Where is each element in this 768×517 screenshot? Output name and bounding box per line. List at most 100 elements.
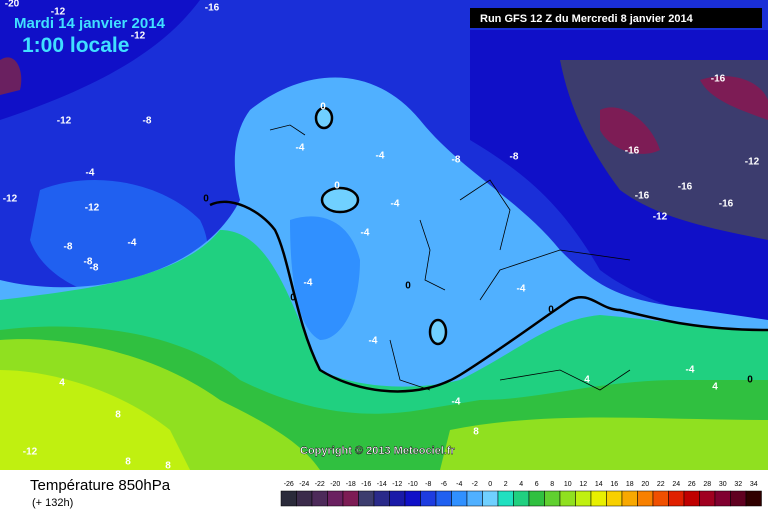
map: -20 -16 -12 -12 -12 -8 -12 -4 -12 -8 -4 … [0, 0, 768, 472]
legend-swatch [497, 490, 514, 507]
legend-swatch [745, 490, 762, 507]
legend-swatch [513, 490, 530, 507]
contour-label: 0 [548, 305, 554, 316]
legend-swatch [652, 490, 669, 507]
legend-swatch [637, 490, 654, 507]
legend-label: -18 [346, 481, 356, 488]
contour-label: -4 [452, 397, 461, 408]
contour-label: -4 [376, 151, 385, 162]
legend-swatch [683, 490, 700, 507]
contour-label: -16 [635, 191, 650, 202]
legend-label: 28 [703, 481, 711, 488]
legend-swatch [327, 490, 344, 507]
contour-label: -4 [686, 365, 695, 376]
legend-label: -2 [472, 481, 478, 488]
legend-label: 12 [579, 481, 587, 488]
legend-label: 32 [734, 481, 742, 488]
very-cold-zone [560, 60, 768, 240]
legend-swatch [668, 490, 685, 507]
legend-label: -12 [392, 481, 402, 488]
very-cold-zone [600, 107, 660, 154]
contour-label: -12 [653, 212, 668, 223]
legend-label: 24 [672, 481, 680, 488]
contour-label: 0 [405, 281, 411, 292]
contour-label: -12 [57, 116, 72, 127]
variable-title: Température 850hPa [30, 477, 171, 494]
legend-label: -26 [284, 481, 294, 488]
legend-swatch [451, 490, 468, 507]
contour-zero [314, 106, 334, 130]
contour-zero [209, 200, 768, 393]
very-cold-zone [0, 57, 22, 95]
contour-label: -4 [304, 278, 313, 289]
legend-label: 34 [750, 481, 758, 488]
warm-zone [440, 417, 768, 470]
lead-time: (+ 132h) [32, 497, 73, 509]
contour-label: -4 [517, 284, 526, 295]
legend-swatch [280, 490, 297, 507]
contour-label: -16 [719, 199, 734, 210]
contour-label: 8 [165, 461, 171, 472]
contour-label: -8 [90, 263, 99, 274]
legend-label: 14 [595, 481, 603, 488]
legend-swatch [606, 490, 623, 507]
legend-label: 30 [719, 481, 727, 488]
contour-label: -8 [510, 152, 519, 163]
legend-label: 8 [550, 481, 554, 488]
contour-label: 8 [125, 457, 131, 468]
contour-label: -8 [84, 257, 93, 268]
contour-label: -16 [205, 3, 220, 14]
forecast-date: Mardi 14 janvier 2014 [14, 15, 166, 32]
legend-swatch [420, 490, 437, 507]
legend-swatch [559, 490, 576, 507]
color-legend: -26 -24 -22 -20 -18 -16 -14 -12 -10 -8 -6 -4 -2 0 2 4 6 8… [280, 481, 762, 507]
contour-label: -8 [452, 155, 461, 166]
legend-label: 20 [641, 481, 649, 488]
contour-label: -12 [131, 31, 146, 42]
copyright: Copyright © 2013 Meteociel.fr [300, 445, 456, 457]
contour-zero [320, 186, 360, 214]
legend-label: 26 [688, 481, 696, 488]
contour-label: -16 [711, 74, 726, 85]
legend-swatch [404, 490, 421, 507]
contour-label: 8 [115, 410, 121, 421]
legend-label: 22 [657, 481, 665, 488]
run-info: Run GFS 12 Z du Mercredi 8 janvier 2014 [480, 13, 694, 25]
legend-label: -14 [377, 481, 387, 488]
legend-label: -4 [456, 481, 462, 488]
contour-label: 4 [712, 382, 718, 393]
legend-swatch [482, 490, 499, 507]
legend-label: -22 [315, 481, 325, 488]
legend-swatch [342, 490, 359, 507]
warm-zone [0, 370, 190, 470]
cold-zone [0, 0, 200, 120]
contour-label: -8 [64, 242, 73, 253]
legend-label: -16 [361, 481, 371, 488]
contour-label: -20 [5, 0, 20, 10]
legend-swatch [358, 490, 375, 507]
coastline [269, 124, 631, 391]
legend-swatch [466, 490, 483, 507]
contour-label: -4 [361, 228, 370, 239]
contour-label: -4 [86, 168, 95, 179]
legend-label: 18 [626, 481, 634, 488]
legend-label: 2 [504, 481, 508, 488]
contour-label: -4 [296, 143, 305, 154]
legend-label: 6 [535, 481, 539, 488]
legend-swatch [311, 490, 328, 507]
contour-label: -4 [391, 199, 400, 210]
contour-label: -8 [143, 116, 152, 127]
contour-label: -12 [51, 7, 66, 18]
cold-pool [290, 216, 360, 340]
very-cold-zone [700, 76, 768, 120]
legend-swatch [575, 490, 592, 507]
contour-label: 8 [473, 427, 479, 438]
contour-label: 0 [203, 194, 209, 205]
legend-label: 10 [564, 481, 572, 488]
legend-swatch [373, 490, 390, 507]
contour-zero [428, 318, 448, 346]
legend-label: 0 [488, 481, 492, 488]
legend-swatch [528, 490, 545, 507]
legend-swatch [699, 490, 716, 507]
